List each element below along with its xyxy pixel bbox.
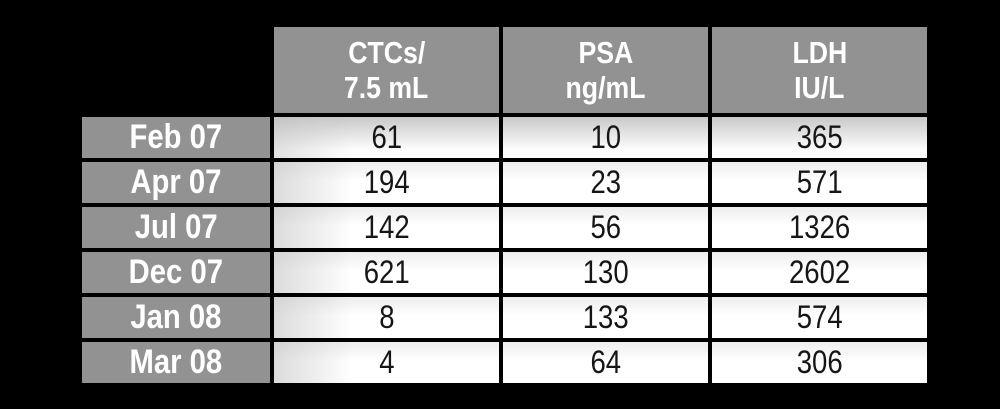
row-label-mar08: Mar 08	[82, 342, 270, 383]
data-cell-jul07-psa: 56	[503, 207, 708, 248]
row-label-dec07: Dec 07	[82, 252, 270, 293]
data-cell-jul07-ldh: 1326	[712, 207, 927, 248]
data-cell-feb07-psa: 10	[503, 117, 708, 158]
row-label-text: Mar 08	[129, 343, 223, 381]
col-header-ctc-line1: CTCs/	[347, 34, 426, 70]
data-cell-jul07-ctc: 142	[274, 207, 499, 248]
row-label-text: Feb 07	[129, 118, 223, 156]
col-header-ctc-line2: 7.5 mL	[344, 70, 429, 105]
ctc-psa-ldh-table: CTCs/ 7.5 mL PSA ng/mL LDH IU/L Feb 07 6…	[82, 27, 927, 383]
data-value: 130	[582, 254, 629, 290]
col-header-psa: PSA ng/mL	[503, 27, 708, 113]
data-value: 10	[590, 119, 621, 155]
data-value: 23	[590, 164, 621, 200]
data-cell-dec07-ctc: 621	[274, 252, 499, 293]
data-value: 194	[363, 164, 410, 200]
row-label-jan08: Jan 08	[82, 297, 270, 338]
data-value: 574	[796, 299, 843, 335]
row-label-text: Jan 08	[130, 298, 222, 336]
data-cell-feb07-ctc: 61	[274, 117, 499, 158]
data-cell-apr07-ldh: 571	[712, 162, 927, 203]
col-header-psa-line2: ng/mL	[565, 70, 646, 105]
data-cell-apr07-psa: 23	[503, 162, 708, 203]
col-header-ldh-line2: IU/L	[794, 70, 845, 105]
data-cell-jan08-psa: 133	[503, 297, 708, 338]
data-cell-jan08-ldh: 574	[712, 297, 927, 338]
col-header-ldh-line1: LDH	[792, 34, 847, 70]
data-value: 133	[582, 299, 629, 335]
data-value: 2602	[788, 254, 851, 290]
data-cell-dec07-ldh: 2602	[712, 252, 927, 293]
row-label-jul07: Jul 07	[82, 207, 270, 248]
data-value: 8	[378, 299, 395, 335]
data-value: 142	[363, 209, 410, 245]
row-label-text: Dec 07	[128, 253, 224, 291]
data-cell-feb07-ldh: 365	[712, 117, 927, 158]
col-header-ctc: CTCs/ 7.5 mL	[274, 27, 499, 113]
row-label-text: Jul 07	[134, 208, 218, 246]
data-value: 621	[363, 254, 410, 290]
row-label-text: Apr 07	[130, 163, 222, 201]
corner-spacer	[82, 27, 270, 113]
col-header-psa-line1: PSA	[578, 34, 633, 70]
data-value: 64	[590, 344, 621, 380]
data-value: 306	[796, 344, 843, 380]
data-value: 571	[796, 164, 843, 200]
data-cell-mar08-psa: 64	[503, 342, 708, 383]
data-value: 61	[371, 119, 402, 155]
row-label-apr07: Apr 07	[82, 162, 270, 203]
data-cell-apr07-ctc: 194	[274, 162, 499, 203]
col-header-ldh: LDH IU/L	[712, 27, 927, 113]
row-label-feb07: Feb 07	[82, 117, 270, 158]
data-value: 4	[378, 344, 395, 380]
data-cell-mar08-ldh: 306	[712, 342, 927, 383]
data-value: 365	[796, 119, 843, 155]
data-cell-dec07-psa: 130	[503, 252, 708, 293]
data-cell-mar08-ctc: 4	[274, 342, 499, 383]
data-value: 1326	[788, 209, 851, 245]
data-value: 56	[590, 209, 621, 245]
data-cell-jan08-ctc: 8	[274, 297, 499, 338]
